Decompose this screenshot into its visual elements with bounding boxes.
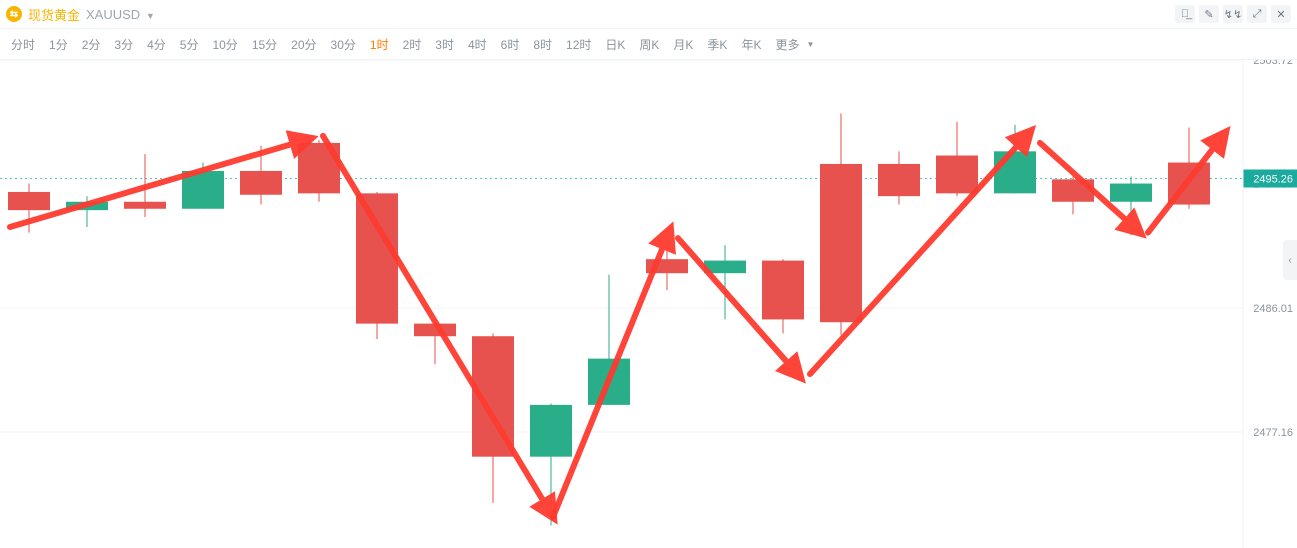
chevron-down-icon: ▼ (146, 11, 155, 21)
timeframe-item[interactable]: 周K (634, 34, 664, 55)
instrument-badge: ⇆ (6, 6, 22, 22)
symbol-text: XAUUSD (86, 7, 140, 22)
timeframe-bar: 分时1分2分3分4分5分10分15分20分30分1时2时3时4时6时8时12时日… (0, 29, 1297, 60)
timeframe-item[interactable]: 10分 (207, 34, 242, 55)
timeframe-item[interactable]: 季K (702, 34, 732, 55)
draw-icon[interactable]: ✎ (1199, 5, 1219, 23)
timeframe-item[interactable]: 5分 (175, 34, 204, 55)
timeframe-item[interactable]: 30分 (326, 34, 361, 55)
timeframe-item[interactable]: 年K (736, 34, 766, 55)
timeframe-item[interactable]: 3分 (109, 34, 138, 55)
timeframe-item[interactable]: 分时 (6, 34, 40, 55)
timeframe-more[interactable]: 更多 (770, 34, 804, 55)
timeframe-item[interactable]: 4分 (142, 34, 171, 55)
chevron-down-icon: ▼ (806, 40, 814, 49)
timeframe-item[interactable]: 8时 (528, 34, 557, 55)
header-actions: ～̲ ✎ ↯↯ ⤢ ✕ (1175, 5, 1291, 23)
timeframe-item[interactable]: 2分 (77, 34, 106, 55)
timeframe-item[interactable]: 日K (600, 34, 630, 55)
svg-text:2495.26: 2495.26 (1253, 174, 1293, 186)
timeframe-item[interactable]: 3时 (430, 34, 459, 55)
header-left: ⇆ 现货黄金 XAUUSD ▼ (6, 5, 155, 24)
svg-text:2503.72: 2503.72 (1253, 60, 1293, 67)
timeframe-item[interactable]: 6时 (496, 34, 525, 55)
svg-text:2486.01: 2486.01 (1253, 303, 1293, 315)
fullscreen-icon[interactable]: ⤢ (1247, 5, 1267, 23)
chart-area: 2503.722486.012477.162468.312494.872495.… (0, 60, 1297, 548)
candlestick-chart[interactable]: 2503.722486.012477.162468.312494.872495.… (0, 60, 1297, 548)
instrument-title: 现货黄金 (28, 5, 80, 24)
timeframe-item[interactable]: 15分 (247, 34, 282, 55)
indicator-icon[interactable]: ～̲ (1175, 5, 1195, 23)
timeframe-item[interactable]: 12时 (561, 34, 596, 55)
close-icon[interactable]: ✕ (1271, 5, 1291, 23)
timeframe-item[interactable]: 20分 (286, 34, 321, 55)
timeframe-item[interactable]: 2时 (398, 34, 427, 55)
timeframe-item[interactable]: 1时 (365, 34, 394, 55)
chart-header: ⇆ 现货黄金 XAUUSD ▼ ～̲ ✎ ↯↯ ⤢ ✕ (0, 0, 1297, 29)
instrument-symbol[interactable]: XAUUSD ▼ (86, 7, 155, 22)
timeframe-item[interactable]: 1分 (44, 34, 73, 55)
compare-icon[interactable]: ↯↯ (1223, 5, 1243, 23)
expand-tab-icon[interactable]: ‹ (1283, 240, 1297, 280)
timeframe-item[interactable]: 月K (668, 34, 698, 55)
svg-text:2477.16: 2477.16 (1253, 427, 1293, 439)
timeframe-item[interactable]: 4时 (463, 34, 492, 55)
